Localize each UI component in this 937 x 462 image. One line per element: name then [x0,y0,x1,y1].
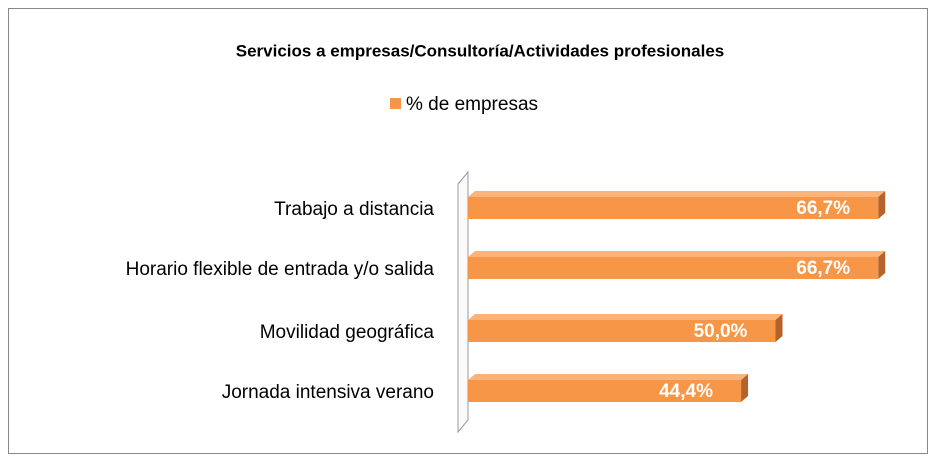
bar-top [468,251,886,257]
bar-top [468,191,886,197]
legend-swatch [390,98,401,109]
bar-side [878,251,886,279]
bar [468,197,879,219]
bar-side [775,314,783,342]
value-label: 66,7% [796,258,850,279]
bar-top [468,374,749,380]
axis-wall [457,170,469,434]
category-label: Movilidad geográfica [260,322,435,343]
category-label: Horario flexible de entrada y/o salida [126,259,435,280]
bar-top [468,314,783,320]
category-label: Trabajo a distancia [274,199,434,220]
value-label: 44,4% [659,381,713,402]
bar-side [741,374,749,402]
value-label: 66,7% [796,198,850,219]
bar [468,257,879,279]
bar-side [878,191,886,219]
bar [468,320,776,342]
legend-label: % de empresas [406,94,538,115]
value-label: 50,0% [694,321,748,342]
chart-title: Servicios a empresas/Consultoría/Activid… [236,41,724,60]
category-label: Jornada intensiva verano [222,382,434,403]
bar [468,380,742,402]
